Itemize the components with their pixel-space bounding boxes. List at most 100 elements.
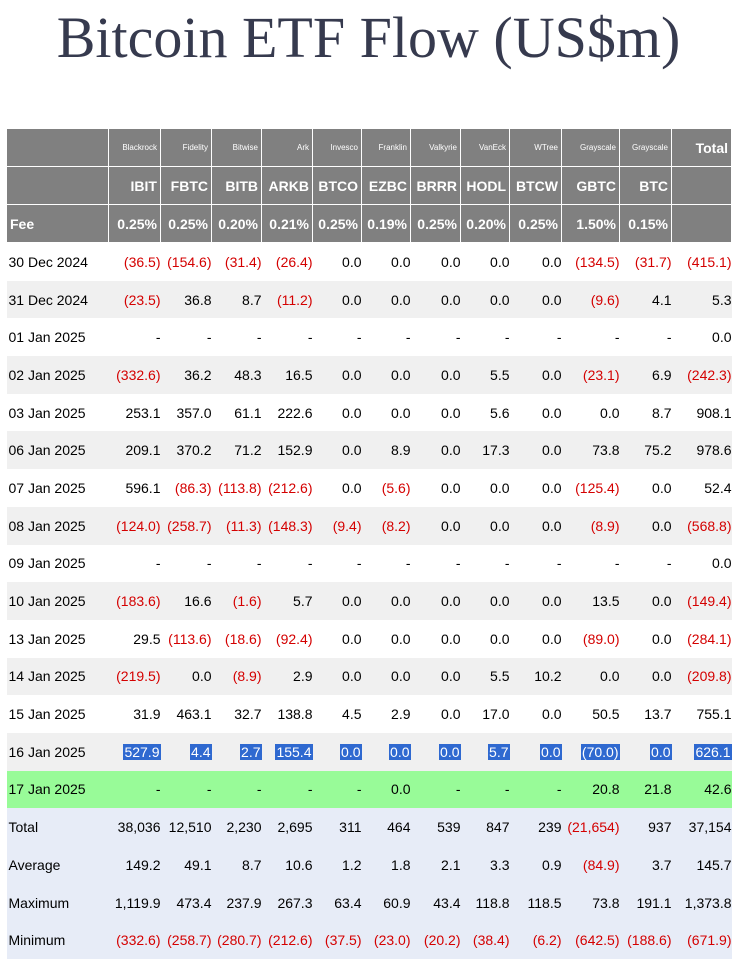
table-cell: 0.0 — [509, 356, 562, 394]
table-cell: - — [211, 318, 262, 357]
table-cell: 0.0 — [361, 582, 411, 620]
table-cell: 2.7 — [211, 732, 262, 771]
table-cell: 6.9 — [619, 356, 672, 394]
cell-value: 1,119.9 — [114, 894, 161, 911]
table-cell: 36.8 — [160, 280, 212, 319]
table-cell: (242.3) — [671, 356, 732, 394]
fee-label: Fee — [6, 204, 109, 243]
issuer-header: Fidelity — [160, 128, 212, 167]
table-row: 13 Jan 2025 29.5 (113.6) (18.6) (92.4) 0.0 0.0… — [6, 619, 732, 658]
cell-value: (258.7) — [167, 932, 212, 949]
cell-value: (148.3) — [268, 517, 313, 534]
cell-value: 0.0 — [391, 404, 411, 421]
table-row: 31 Dec 2024 (23.5) 36.8 8.7 (11.2) 0.0 0.0 0.0 0… — [6, 280, 732, 319]
cell-value: 0.0 — [441, 404, 461, 421]
cell-value: - — [155, 329, 161, 346]
table-cell: - — [410, 544, 461, 583]
cell-value: (568.8) — [687, 517, 732, 534]
table-cell: 0.0 — [361, 770, 411, 809]
table-cell: 222.6 — [261, 393, 313, 432]
cell-value: 0.0 — [600, 668, 620, 685]
table-cell: 73.8 — [561, 431, 620, 470]
cell-value: (332.6) — [116, 932, 161, 949]
cell-value: 5.3 — [712, 291, 732, 308]
table-cell: (258.7) — [160, 506, 212, 545]
ticker-header: EZBC — [361, 166, 411, 205]
row-date: 30 Dec 2024 — [6, 242, 109, 281]
table-cell: (1.6) — [211, 582, 262, 620]
issuer-header: Franklin — [361, 128, 411, 167]
table-cell: 0.0 — [361, 657, 411, 696]
table-cell: (415.1) — [671, 242, 732, 281]
cell-value: (332.6) — [116, 366, 161, 383]
row-date: 08 Jan 2025 — [6, 506, 109, 545]
cell-value: (9.4) — [332, 517, 362, 534]
cell-value: 0.0 — [542, 404, 562, 421]
cell-value: 0.0 — [342, 366, 362, 383]
flow-table-body: 30 Dec 2024 (36.5) (154.6) (31.4) (26.4) 0.0 0… — [6, 242, 732, 960]
table-cell: 0.0 — [312, 431, 362, 470]
table-cell: 0.0 — [312, 469, 362, 507]
table-cell: 36.2 — [160, 356, 212, 394]
row-date: 31 Dec 2024 — [6, 280, 109, 319]
row-date: 17 Jan 2025 — [6, 770, 109, 809]
cell-value: 0.0 — [540, 743, 562, 760]
fee-header-row: Fee 0.25% 0.25% 0.20% 0.21% 0.25% 0.19% 0.25% 0.… — [6, 204, 732, 243]
table-cell: 8.9 — [361, 431, 411, 470]
cell-value: 0.0 — [441, 517, 461, 534]
issuer-header: Grayscale — [619, 128, 672, 167]
table-row: 10 Jan 2025 (183.6) 16.6 (1.6) 5.7 0.0 0.0 0.0 0… — [6, 582, 732, 620]
cell-value: 539 — [437, 819, 461, 836]
cell-value: 0.0 — [342, 442, 362, 459]
table-cell: - — [108, 544, 161, 583]
cell-value: (113.8) — [218, 479, 262, 496]
cell-value: - — [356, 781, 362, 798]
table-cell: (11.2) — [261, 280, 313, 319]
table-cell: (84.9) — [561, 846, 620, 884]
cell-value: 75.2 — [644, 442, 672, 459]
cell-value: - — [556, 329, 562, 346]
table-cell: 20.8 — [561, 770, 620, 809]
cell-value: 0.0 — [391, 291, 411, 308]
table-cell: 0.0 — [671, 318, 732, 357]
table-cell: 1.8 — [361, 846, 411, 884]
cell-value: (6.2) — [532, 932, 562, 949]
table-cell: 0.0 — [460, 242, 510, 281]
cell-value: 0.0 — [441, 593, 461, 610]
cell-value: - — [405, 555, 411, 572]
cell-value: - — [256, 781, 262, 798]
cell-value: - — [356, 555, 362, 572]
cell-value: 4.1 — [652, 291, 672, 308]
cell-value: 0.0 — [391, 781, 411, 798]
cell-value: - — [455, 555, 461, 572]
table-cell: 0.0 — [561, 657, 620, 696]
cell-value: 5.7 — [488, 743, 510, 760]
cell-value: 0.0 — [652, 479, 672, 496]
table-cell: 539 — [410, 808, 461, 846]
row-date: 02 Jan 2025 — [6, 356, 109, 394]
cell-value: 0.0 — [441, 291, 461, 308]
cell-value: 357.0 — [176, 404, 212, 421]
cell-value: (23.5) — [123, 291, 161, 308]
cell-value: 0.0 — [650, 743, 672, 760]
table-cell: 0.0 — [619, 469, 672, 507]
cell-value: (280.7) — [217, 932, 262, 949]
table-cell: (9.6) — [561, 280, 620, 319]
cell-value: 2.9 — [391, 706, 411, 723]
ticker-header: ARKB — [261, 166, 313, 205]
cell-value: (31.4) — [224, 253, 262, 270]
table-cell: 0.0 — [410, 506, 461, 545]
table-cell: 0.0 — [361, 393, 411, 432]
table-cell: (18.6) — [211, 619, 262, 658]
cell-value: 0.0 — [342, 593, 362, 610]
cell-value: 596.1 — [125, 479, 161, 496]
table-cell: 16.5 — [261, 356, 313, 394]
table-cell: 473.4 — [160, 883, 212, 922]
table-cell: - — [460, 318, 510, 357]
table-cell: - — [619, 318, 672, 357]
table-cell: 13.7 — [619, 695, 672, 733]
ticker-header: HODL — [460, 166, 510, 205]
table-cell: (154.6) — [160, 242, 212, 281]
table-cell: 149.2 — [108, 846, 161, 884]
table-cell: (8.9) — [211, 657, 262, 696]
